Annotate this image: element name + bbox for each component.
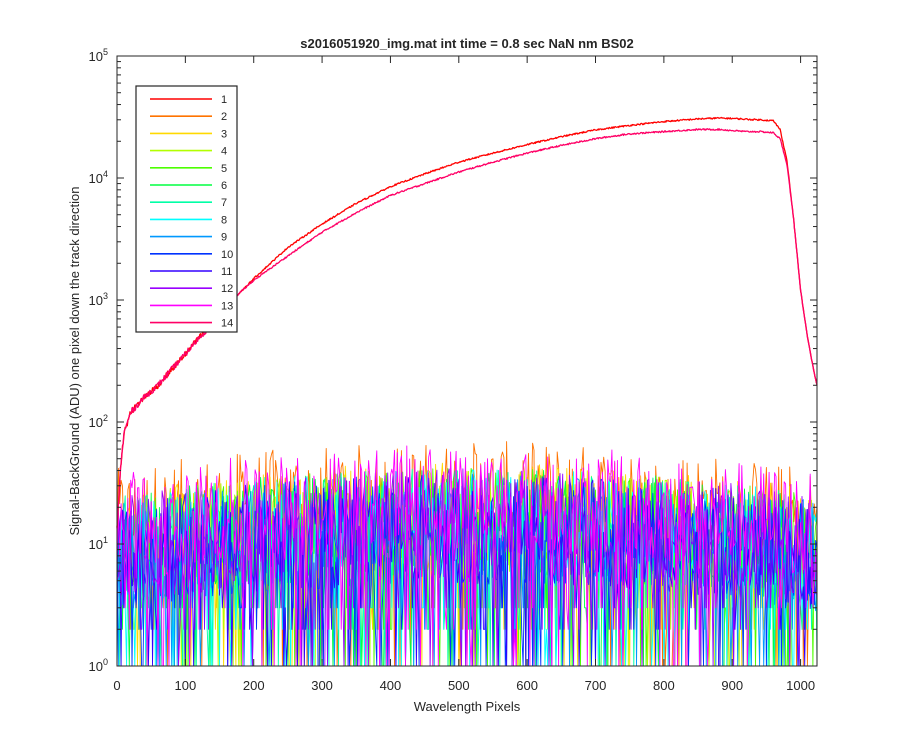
x-tick-label: 100 [175, 678, 197, 693]
x-tick-label: 300 [311, 678, 333, 693]
legend-label-5: 5 [221, 163, 227, 175]
legend-label-2: 2 [221, 111, 227, 123]
x-axis-label: Wavelength Pixels [414, 699, 521, 714]
legend-label-4: 4 [221, 146, 227, 158]
y-tick-label: 102 [89, 413, 108, 430]
x-tick-label: 400 [380, 678, 402, 693]
plot-frame [116, 55, 818, 667]
legend-label-8: 8 [221, 214, 227, 226]
legend-label-10: 10 [221, 249, 233, 261]
y-tick-label: 101 [89, 535, 108, 552]
x-tick-label: 1000 [786, 678, 815, 693]
legend-label-7: 7 [221, 197, 227, 209]
x-tick-label: 0 [113, 678, 120, 693]
y-tick-label: 105 [89, 47, 108, 64]
legend-label-14: 14 [221, 318, 233, 330]
legend-label-12: 12 [221, 283, 233, 295]
legend-label-9: 9 [221, 232, 227, 244]
x-tick-label: 600 [516, 678, 538, 693]
axis-layer: 0 100 200 300 400 500 600 700 800 900 100010010110… [89, 47, 817, 693]
legend-label-1: 1 [221, 94, 227, 106]
legend-label-13: 13 [221, 300, 233, 312]
x-tick-label: 700 [585, 678, 607, 693]
legend-label-3: 3 [221, 128, 227, 140]
x-tick-label: 200 [243, 678, 265, 693]
legend-label-6: 6 [221, 180, 227, 192]
legend-label-11: 11 [221, 266, 232, 278]
y-axis-label: Signal-BackGround (ADU) one pixel down t… [67, 186, 82, 535]
chart-title: s2016051920_img.mat int time = 0.8 sec N… [300, 36, 634, 51]
y-tick-label: 104 [89, 169, 108, 186]
y-tick-label: 100 [89, 657, 108, 674]
x-tick-label: 800 [653, 678, 675, 693]
y-tick-label: 103 [89, 291, 108, 308]
x-tick-label: 500 [448, 678, 470, 693]
legend-box [135, 85, 238, 333]
x-tick-label: 900 [721, 678, 743, 693]
